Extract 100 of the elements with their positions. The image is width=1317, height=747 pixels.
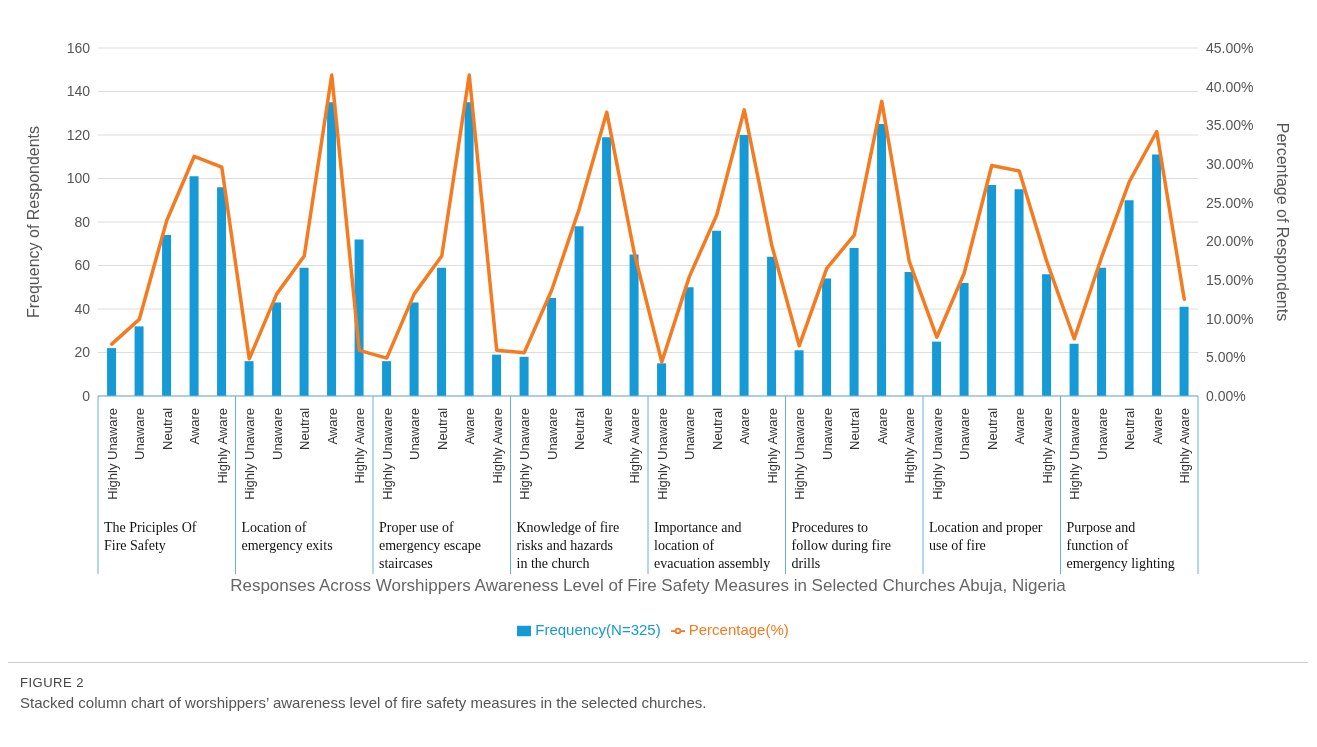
y-tick-label: 40 bbox=[74, 300, 91, 317]
text: Proper use of emergency escape staircases bbox=[379, 519, 481, 571]
x-tick-label: Highly Unaware bbox=[654, 407, 670, 500]
x-tick-label: Aware bbox=[874, 407, 890, 445]
bar bbox=[1097, 267, 1107, 396]
y-tick-label: 120 bbox=[66, 126, 91, 143]
y2-tick-label: 25.00% bbox=[1206, 194, 1254, 211]
x-tick-label: Highly Aware bbox=[214, 407, 230, 484]
y-tick-label: 160 bbox=[66, 39, 91, 56]
bar bbox=[492, 354, 502, 396]
x-tick-label: Highly Aware bbox=[627, 407, 643, 484]
bar bbox=[244, 361, 254, 396]
x-tick-label: Aware bbox=[737, 407, 753, 445]
text: Procedures to follow during fire drills bbox=[791, 519, 892, 571]
bar bbox=[684, 287, 694, 396]
x-tick-label: Aware bbox=[1012, 407, 1028, 445]
bar bbox=[327, 102, 337, 396]
x-tick-label: Aware bbox=[462, 407, 478, 445]
bar bbox=[574, 226, 584, 396]
x-tick-label: Highly Unaware bbox=[929, 407, 945, 500]
x-tick-label: Neutral bbox=[159, 407, 175, 450]
bar bbox=[409, 302, 419, 396]
x-tick-label: Neutral bbox=[847, 407, 863, 450]
text: FIGURE 2 bbox=[20, 675, 85, 690]
y2-tick-label: 45.00% bbox=[1206, 39, 1254, 56]
x-tick-label: Neutral bbox=[984, 407, 1000, 450]
bar bbox=[1014, 189, 1024, 396]
bar bbox=[382, 361, 392, 396]
x-tick-label: Neutral bbox=[297, 407, 313, 450]
bar bbox=[299, 267, 309, 396]
x-tick-label: Highly Unaware bbox=[792, 407, 808, 500]
x-tick-label: Highly Aware bbox=[352, 407, 368, 484]
bar bbox=[629, 254, 639, 396]
y2-tick-label: 0.00% bbox=[1206, 387, 1246, 404]
x-tick-label: Aware bbox=[599, 407, 615, 445]
y-tick-label: 60 bbox=[74, 257, 91, 274]
text: Location and proper use of fire bbox=[929, 519, 1043, 553]
x-tick-label: Aware bbox=[187, 407, 203, 445]
y2-tick-label: 15.00% bbox=[1206, 271, 1254, 288]
y-tick-label: 20 bbox=[74, 344, 91, 361]
x-tick-label: Unaware bbox=[819, 407, 835, 460]
bar bbox=[1069, 343, 1079, 396]
bar bbox=[1124, 200, 1134, 396]
x-tick-label: Aware bbox=[324, 407, 340, 445]
x-tick-label: Highly Aware bbox=[1039, 407, 1055, 484]
x-axis-title: Responses Across Worshippers Awareness Level of Fire Safety Measures in Selected Churches Abuja, Nigeria bbox=[230, 575, 1067, 595]
bar bbox=[162, 235, 172, 396]
x-tick-label: Unaware bbox=[269, 407, 285, 460]
x-tick-label: Highly Aware bbox=[1177, 407, 1193, 484]
x-tick-label: Unaware bbox=[682, 407, 698, 460]
y-axis-title: Frequency of Respondents bbox=[24, 125, 42, 319]
bar bbox=[602, 137, 612, 396]
bar bbox=[464, 102, 474, 396]
x-tick-label: Neutral bbox=[434, 407, 450, 450]
x-tick-label: Highly Unaware bbox=[517, 407, 533, 500]
bar bbox=[822, 278, 832, 396]
bar bbox=[987, 185, 997, 396]
y-tick-label: 0 bbox=[82, 387, 91, 404]
text: The Priciples Of Fire Safety bbox=[104, 519, 197, 553]
bar bbox=[767, 256, 777, 396]
bar bbox=[272, 302, 282, 396]
y2-axis-title: Percentage of Respondents bbox=[1274, 122, 1292, 322]
bar bbox=[739, 134, 749, 396]
x-tick-label: Neutral bbox=[709, 407, 725, 450]
bar bbox=[1152, 154, 1162, 396]
x-tick-label: Highly Unaware bbox=[242, 407, 258, 500]
x-tick-label: Neutral bbox=[1122, 407, 1138, 450]
bar bbox=[877, 124, 887, 396]
text: Stacked column chart of worshippers’ awareness level of fire safety measures in the selected churches. bbox=[20, 694, 708, 711]
text: Location of emergency exits bbox=[241, 519, 333, 553]
text: Purpose and function of emergency lighting bbox=[1066, 519, 1175, 571]
bar bbox=[1179, 306, 1189, 396]
x-tick-label: Aware bbox=[1149, 407, 1165, 445]
legend-label: Percentage(%) bbox=[688, 620, 789, 638]
y2-tick-label: 10.00% bbox=[1206, 310, 1254, 327]
bar bbox=[134, 326, 144, 396]
x-tick-label: Unaware bbox=[407, 407, 423, 460]
text: Knowledge of fire risks and hazards in the church bbox=[516, 519, 620, 571]
y2-tick-label: 35.00% bbox=[1206, 117, 1254, 134]
bar bbox=[794, 350, 804, 396]
bar bbox=[657, 363, 667, 396]
y2-tick-label: 30.00% bbox=[1206, 155, 1254, 172]
bar bbox=[959, 282, 969, 396]
bar bbox=[189, 176, 199, 396]
x-tick-label: Unaware bbox=[957, 407, 973, 460]
x-tick-label: Highly Unaware bbox=[104, 407, 120, 500]
bar bbox=[849, 248, 859, 396]
bar bbox=[107, 348, 117, 396]
x-tick-label: Highly Unaware bbox=[1067, 407, 1083, 500]
y2-tick-label: 5.00% bbox=[1206, 349, 1246, 366]
line-series bbox=[110, 73, 1186, 364]
y-tick-label: 80 bbox=[74, 213, 91, 230]
bar bbox=[547, 298, 557, 396]
x-tick-label: Neutral bbox=[572, 407, 588, 450]
x-tick-label: Unaware bbox=[1094, 407, 1110, 460]
text: Importance and location of evacuation assembly bbox=[654, 519, 771, 571]
bar bbox=[437, 267, 447, 396]
bar bbox=[904, 272, 914, 396]
legend-label: Frequency(N=325) bbox=[535, 620, 661, 638]
bar bbox=[217, 187, 227, 396]
